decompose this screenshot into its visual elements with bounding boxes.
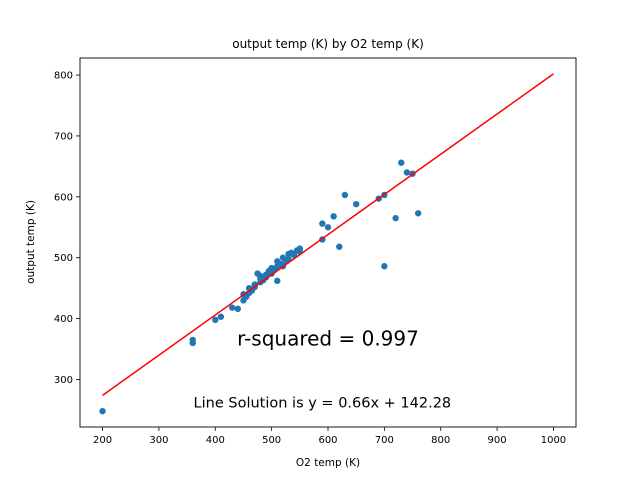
plot-frame [79,57,577,428]
y-tick-label: 800 [54,71,73,82]
y-tick-label: 300 [54,375,73,386]
data-point [381,263,388,270]
data-point [99,407,106,415]
data-point [274,277,281,285]
y-tick-label: 500 [54,253,73,264]
chart-title: output temp (K) by O2 temp (K) [232,37,424,51]
y-axis-label: output temp (K) [25,200,37,284]
data-point [324,224,332,231]
data-point [414,210,422,217]
data-point [352,200,360,208]
x-tick-label: 1000 [541,435,566,446]
data-point [296,245,304,252]
x-tick-label: 200 [93,435,112,446]
data-point [285,255,292,263]
data-marks [99,73,554,415]
x-axis: 200 300 400 500 600 700 800 900 1000 [93,427,566,446]
y-tick-label: 700 [54,131,73,142]
data-point [228,304,236,311]
x-tick-label: 600 [318,435,337,446]
y-tick-label: 400 [54,314,73,325]
x-tick-label: 500 [262,435,281,446]
x-tick-label: 400 [206,435,225,446]
x-tick-label: 300 [149,435,168,446]
data-point [392,214,399,222]
data-point [403,169,411,176]
data-point [398,159,405,166]
r-squared-annotation: r-squared = 0.997 [237,326,419,350]
x-tick-label: 700 [375,435,394,446]
data-point [336,243,343,250]
x-tick-label: 900 [488,435,507,446]
x-tick-label: 800 [431,435,450,446]
regression-line [102,73,554,396]
x-axis-label: O2 temp (K) [296,457,360,469]
data-point [341,191,349,199]
line-solution-annotation: Line Solution is y = 0.66x + 142.28 [194,396,452,412]
data-point [217,313,225,320]
data-point [212,316,219,324]
data-point [262,274,270,281]
annotations: r-squared = 0.997 Line Solution is y = 0.… [194,326,452,411]
data-point [189,339,196,347]
data-point [319,220,326,227]
data-point [330,213,337,220]
data-point [234,305,242,313]
y-axis: 300 400 500 600 700 800 [54,71,80,386]
y-tick-label: 600 [54,192,73,203]
